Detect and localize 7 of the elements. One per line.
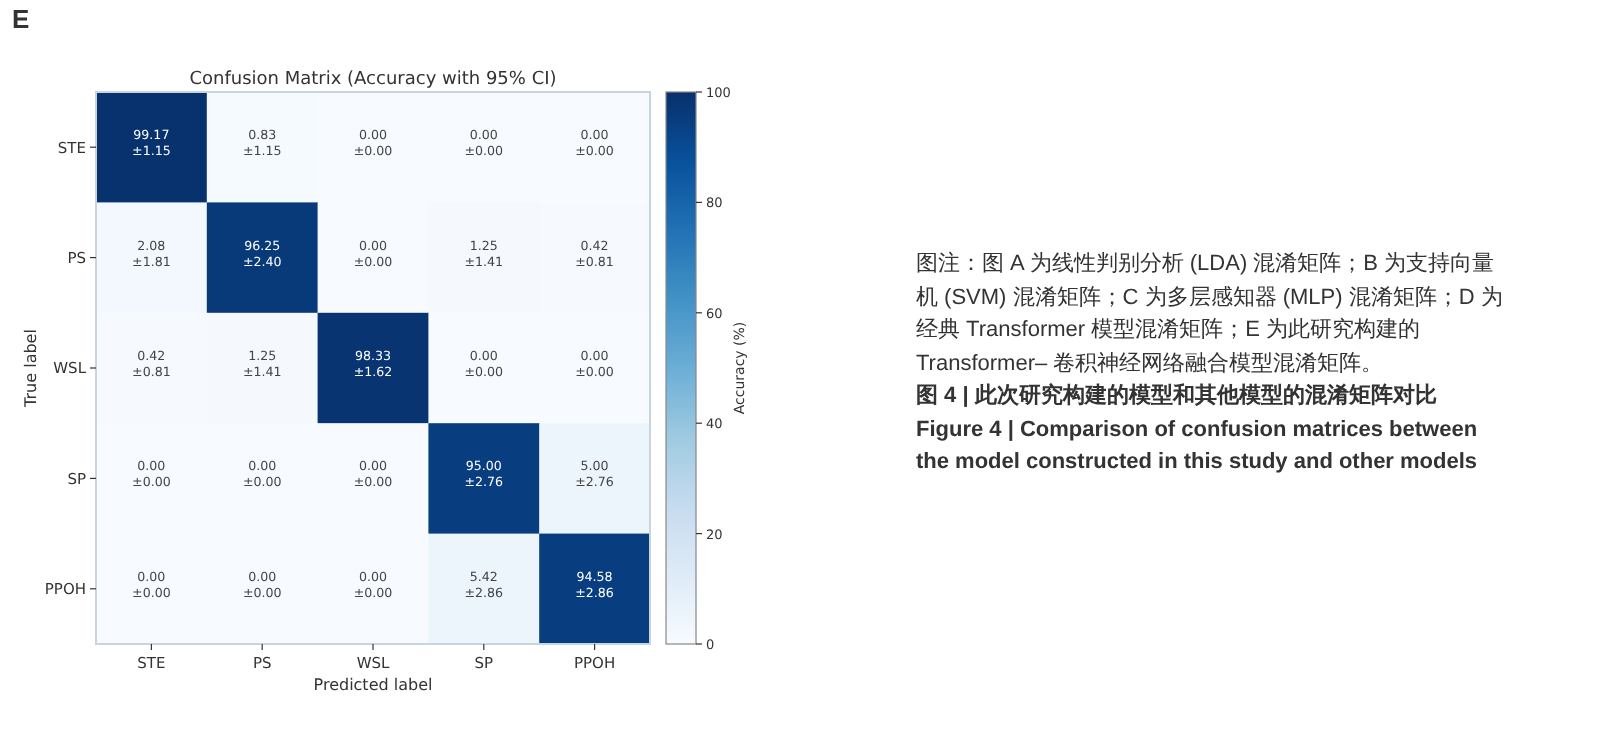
chart-title: Confusion Matrix (Accuracy with 95% CI): [189, 70, 557, 90]
text: 图注：图 A 为线性判别分析 (LDA) 混淆矩阵；B 为支持向量机 (SVM) 混淆矩阵；C 为多层感知器 (MLP) 混淆矩阵；D 为经典 Transformer 模型混淆矩阵；E 为此研究构建的 Transformer– 卷积神经网络融合模型混淆矩阵。: [916, 249, 1505, 379]
x-axis-title: Predicted label: [313, 676, 433, 694]
caption: Figure 4 | Comparison of confusion matrices between the model constructed in this study and other models: [916, 415, 1480, 478]
caption: 图 4 | 此次研究构建的模型和其他模型的混淆矩阵对比: [916, 381, 1439, 412]
y-axis-title: True label: [22, 329, 40, 409]
text: E: [12, 4, 30, 34]
